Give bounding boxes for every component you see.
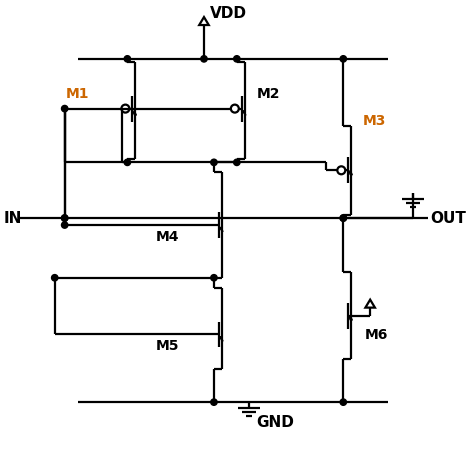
Circle shape	[62, 106, 68, 112]
Circle shape	[52, 275, 58, 281]
Text: M1: M1	[66, 87, 89, 100]
Circle shape	[340, 215, 346, 221]
Circle shape	[234, 159, 240, 165]
Circle shape	[211, 399, 217, 405]
Text: M4: M4	[156, 230, 180, 244]
Circle shape	[62, 215, 68, 221]
Circle shape	[211, 275, 217, 281]
Text: GND: GND	[257, 414, 295, 430]
Circle shape	[62, 222, 68, 228]
Circle shape	[340, 56, 346, 62]
Circle shape	[340, 399, 346, 405]
Text: OUT: OUT	[430, 211, 466, 225]
Circle shape	[211, 159, 217, 165]
Text: IN: IN	[4, 211, 22, 225]
Text: VDD: VDD	[210, 6, 247, 21]
Circle shape	[340, 215, 346, 221]
Circle shape	[124, 159, 130, 165]
Circle shape	[62, 215, 68, 221]
Circle shape	[201, 56, 207, 62]
Text: M5: M5	[156, 339, 180, 354]
Text: M3: M3	[363, 113, 387, 128]
Text: M2: M2	[257, 87, 280, 100]
Circle shape	[124, 56, 130, 62]
Circle shape	[234, 56, 240, 62]
Text: M6: M6	[365, 329, 389, 343]
